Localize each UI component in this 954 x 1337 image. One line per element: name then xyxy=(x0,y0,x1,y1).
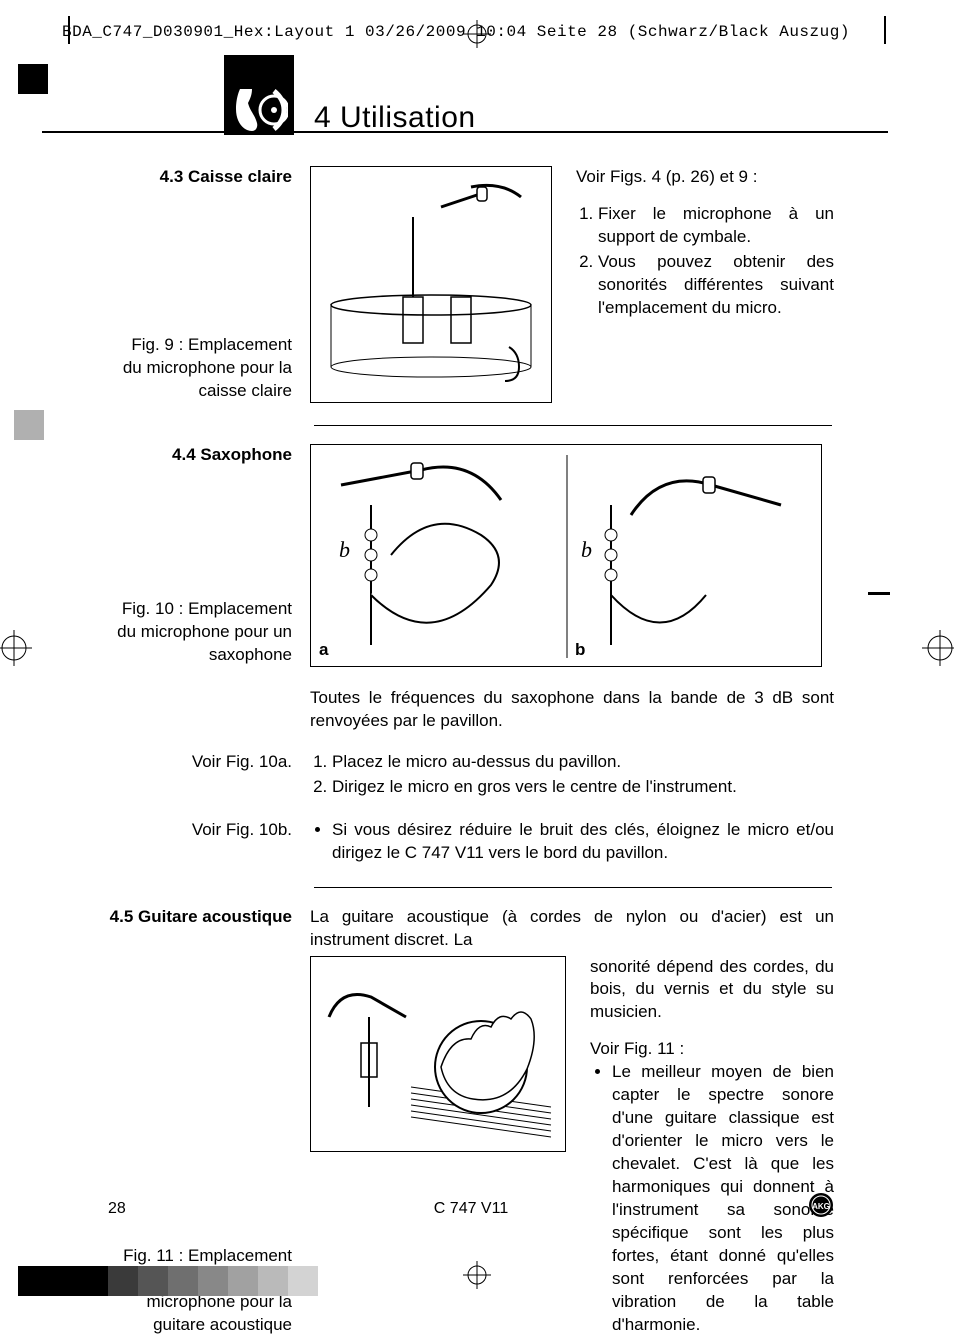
figure-reference: Voir Figs. 4 (p. 26) et 9 : xyxy=(576,166,834,189)
print-density-bar xyxy=(18,1266,318,1296)
step-text: Placez le micro au-dessus du pavillon. xyxy=(332,751,834,774)
body-text: La guitare acoustique (à cordes de nylon… xyxy=(310,906,834,952)
chapter-icon xyxy=(224,55,294,135)
density-swatch xyxy=(78,1266,108,1296)
print-job-header: BDA_C747_D030901_Hex:Layout 1 03/26/2009… xyxy=(62,22,850,44)
figure-sublabel: b xyxy=(575,639,585,662)
print-mark-square xyxy=(18,64,48,94)
page-content: 4.3 Caisse claire Voir Fi xyxy=(108,150,834,1337)
registration-mark-icon xyxy=(463,20,491,55)
density-swatch xyxy=(168,1266,198,1296)
svg-text:b: b xyxy=(581,537,592,562)
svg-text:b: b xyxy=(339,537,350,562)
density-swatch xyxy=(108,1266,138,1296)
figure-reference: Voir Fig. 11 : xyxy=(590,1038,834,1061)
density-swatch xyxy=(288,1266,318,1296)
step-text: Fixer le microphone à un support de cymb… xyxy=(598,203,834,249)
density-swatch xyxy=(18,1266,48,1296)
registration-mark-icon xyxy=(922,630,954,673)
chapter-rule xyxy=(42,131,888,133)
page-number: 28 xyxy=(108,1198,126,1220)
figure-reference: Voir Fig. 10b. xyxy=(108,819,298,842)
density-swatch xyxy=(228,1266,258,1296)
crop-mark xyxy=(884,16,886,44)
figure-10: b b a b xyxy=(310,444,822,667)
density-swatch xyxy=(258,1266,288,1296)
section-rule xyxy=(314,887,832,888)
section-heading: 4.4 Saxophone xyxy=(108,444,292,467)
section-rule xyxy=(314,425,832,426)
body-text: Toutes le fréquences du saxophone dans l… xyxy=(310,687,834,733)
step-text: Dirigez le micro en gros vers le centre … xyxy=(332,776,834,799)
figure-9 xyxy=(310,166,552,403)
figure-caption: Fig. 9 : Emplacement du microphone pour … xyxy=(108,334,298,403)
svg-text:AKG: AKG xyxy=(812,1202,830,1211)
step-text: Vous pouvez obtenir des sonorités différ… xyxy=(598,251,834,320)
figure-reference: Voir Fig. 10a. xyxy=(108,751,298,774)
brand-logo-icon: AKG xyxy=(808,1192,834,1225)
density-swatch xyxy=(48,1266,78,1296)
section-heading: 4.3 Caisse claire xyxy=(108,166,292,189)
bullet-text: Si vous désirez réduire le bruit des clé… xyxy=(332,819,834,865)
print-mark-tick xyxy=(868,592,890,595)
registration-mark-icon xyxy=(0,630,32,673)
section-heading: 4.5 Guitare acoustique xyxy=(108,906,292,929)
figure-11 xyxy=(310,956,566,1152)
crop-mark xyxy=(68,16,70,44)
body-text: sonorité dépend des cordes, du bois, du … xyxy=(590,956,834,1025)
print-mark-square xyxy=(14,410,44,440)
figure-sublabel: a xyxy=(319,639,328,662)
figure-caption: Fig. 10 : Emplacement du microphone pour… xyxy=(108,598,298,667)
density-swatch xyxy=(198,1266,228,1296)
bullet-text: Le meilleur moyen de bien capter le spec… xyxy=(612,1061,834,1336)
density-swatch xyxy=(138,1266,168,1296)
product-model: C 747 V11 xyxy=(434,1198,508,1220)
